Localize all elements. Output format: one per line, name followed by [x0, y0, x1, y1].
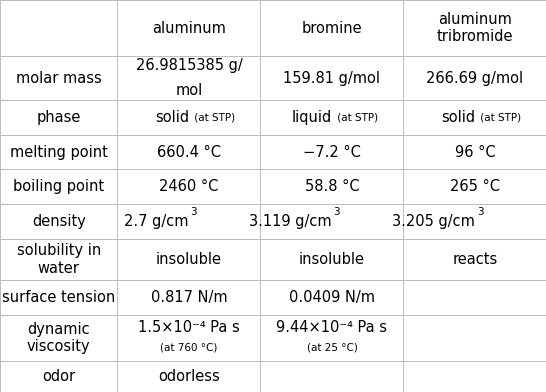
- Text: (at STP): (at STP): [477, 113, 521, 122]
- Text: 2.7 g/cm: 2.7 g/cm: [124, 214, 189, 229]
- Text: 3: 3: [191, 207, 197, 216]
- Text: aluminum
tribromide: aluminum tribromide: [437, 12, 513, 44]
- Text: reacts: reacts: [453, 252, 497, 267]
- Text: liquid: liquid: [292, 110, 332, 125]
- Text: solid: solid: [441, 110, 475, 125]
- Text: 3: 3: [334, 207, 340, 216]
- Text: 265 °C: 265 °C: [450, 179, 500, 194]
- Text: insoluble: insoluble: [299, 252, 365, 267]
- Text: surface tension: surface tension: [2, 290, 115, 305]
- Text: 266.69 g/mol: 266.69 g/mol: [426, 71, 524, 86]
- Text: mol: mol: [175, 83, 203, 98]
- Text: insoluble: insoluble: [156, 252, 222, 267]
- Text: (at 25 °C): (at 25 °C): [306, 343, 358, 353]
- Text: boiling point: boiling point: [13, 179, 104, 194]
- Text: 159.81 g/mol: 159.81 g/mol: [283, 71, 381, 86]
- Text: melting point: melting point: [10, 145, 108, 160]
- Text: solubility in
water: solubility in water: [16, 243, 101, 276]
- Text: density: density: [32, 214, 86, 229]
- Text: dynamic
viscosity: dynamic viscosity: [27, 321, 91, 354]
- Text: 96 °C: 96 °C: [455, 145, 495, 160]
- Text: 1.5×10⁻⁴ Pa s: 1.5×10⁻⁴ Pa s: [138, 320, 240, 335]
- Text: bromine: bromine: [301, 21, 363, 36]
- Text: 2460 °C: 2460 °C: [159, 179, 218, 194]
- Text: 0.0409 N/m: 0.0409 N/m: [289, 290, 375, 305]
- Text: solid: solid: [155, 110, 189, 125]
- Text: 3: 3: [477, 207, 483, 216]
- Text: 58.8 °C: 58.8 °C: [305, 179, 359, 194]
- Text: phase: phase: [37, 110, 81, 125]
- Text: −7.2 °C: −7.2 °C: [303, 145, 361, 160]
- Text: 3.119 g/cm: 3.119 g/cm: [250, 214, 332, 229]
- Text: 0.817 N/m: 0.817 N/m: [151, 290, 227, 305]
- Text: odor: odor: [42, 369, 75, 384]
- Text: 660.4 °C: 660.4 °C: [157, 145, 221, 160]
- Text: 3.205 g/cm: 3.205 g/cm: [392, 214, 475, 229]
- Text: aluminum: aluminum: [152, 21, 226, 36]
- Text: odorless: odorless: [158, 369, 220, 384]
- Text: 26.9815385 g/: 26.9815385 g/: [135, 58, 242, 73]
- Text: (at STP): (at STP): [334, 113, 378, 122]
- Text: (at 760 °C): (at 760 °C): [160, 343, 218, 353]
- Text: 9.44×10⁻⁴ Pa s: 9.44×10⁻⁴ Pa s: [276, 320, 388, 335]
- Text: molar mass: molar mass: [16, 71, 102, 86]
- Text: (at STP): (at STP): [191, 113, 235, 122]
